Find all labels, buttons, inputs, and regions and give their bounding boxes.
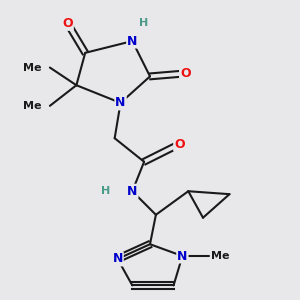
Text: N: N [177, 250, 188, 262]
Text: O: O [62, 17, 73, 30]
Text: H: H [140, 18, 149, 28]
Text: N: N [127, 185, 137, 198]
Text: O: O [174, 138, 185, 151]
Text: Me: Me [23, 101, 41, 111]
Text: Me: Me [23, 63, 41, 73]
Text: O: O [180, 67, 190, 80]
Text: Me: Me [212, 251, 230, 261]
Text: N: N [116, 96, 126, 110]
Text: N: N [112, 252, 123, 266]
Text: N: N [127, 34, 137, 48]
Text: H: H [101, 186, 110, 196]
